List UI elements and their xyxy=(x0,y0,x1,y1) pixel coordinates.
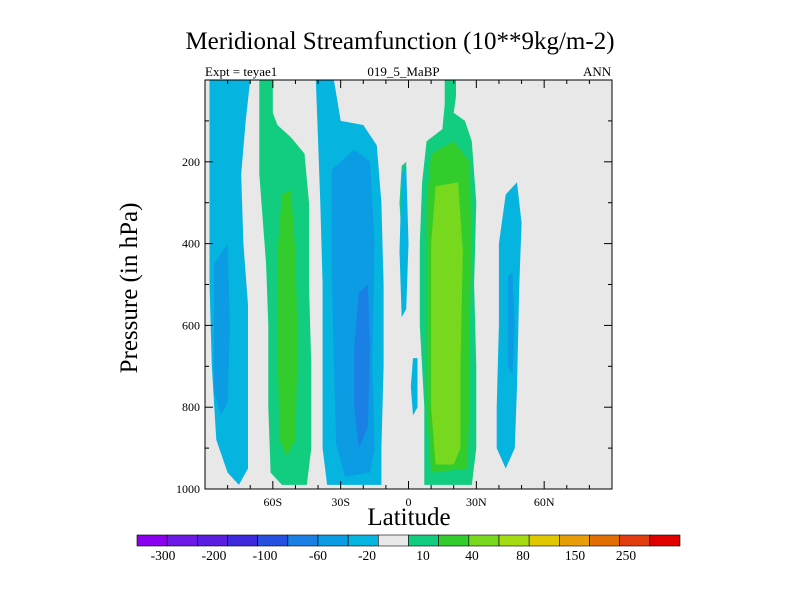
colorbar-box xyxy=(317,534,349,547)
x-tick-label: 60S xyxy=(263,495,282,509)
x-tick-label: 0 xyxy=(406,495,412,509)
y-tick-label: 800 xyxy=(182,400,200,414)
colorbar-label: 150 xyxy=(565,548,586,563)
contour-eq-sliver-mid xyxy=(399,165,409,318)
colorbar-box xyxy=(197,534,228,547)
season-label: ANN xyxy=(583,64,612,79)
colorbar-box xyxy=(619,534,651,547)
colorbar-label: -300 xyxy=(151,548,176,563)
y-tick-label: 1000 xyxy=(176,482,200,496)
colorbar-box xyxy=(649,534,681,547)
colorbar-box xyxy=(287,534,319,547)
experiment-id-label: 019_5_MaBP xyxy=(367,64,440,79)
colorbar-label: 250 xyxy=(616,548,637,563)
contour-layer xyxy=(209,80,522,485)
colorbar-label: 80 xyxy=(516,548,530,563)
colorbar-label: -60 xyxy=(309,548,327,563)
contour-eq-sliver-bottom xyxy=(410,358,418,416)
colorbar-box xyxy=(438,534,470,547)
colorbar-box xyxy=(589,534,620,547)
contour-nh-ferrel-inner xyxy=(508,272,515,375)
colorbar-box xyxy=(378,534,409,547)
experiment-label: Expt = teyae1 xyxy=(205,64,278,79)
colorbar-box xyxy=(136,534,168,547)
colorbar-box xyxy=(468,534,500,547)
colorbar-label: -200 xyxy=(202,548,227,563)
colorbar-box xyxy=(528,534,560,547)
colorbar-label: 40 xyxy=(465,548,479,563)
x-tick-label: 30S xyxy=(331,495,350,509)
contour-sh-polar-inner xyxy=(214,243,230,416)
colorbar-box xyxy=(257,534,289,547)
colorbar-label: 10 xyxy=(416,548,430,563)
contour-nh-hadley-inner xyxy=(431,182,463,465)
y-tick-label: 200 xyxy=(182,155,200,169)
x-tick-label: 30N xyxy=(466,495,487,509)
colorbar-box xyxy=(498,534,530,547)
colorbar-label: -100 xyxy=(253,548,278,563)
contour-sh-ferrel-inner xyxy=(277,190,298,457)
contour-sh-hadley-inner xyxy=(354,284,371,449)
colorbar-box xyxy=(347,534,379,547)
chart-title: Meridional Streamfunction (10**9kg/m-2) xyxy=(185,28,615,55)
y-tick-label: 600 xyxy=(182,318,200,332)
colorbar-label: -20 xyxy=(358,548,376,563)
colorbar-box xyxy=(227,534,258,547)
colorbar-box xyxy=(559,534,590,547)
x-axis-label: Latitude xyxy=(367,504,451,531)
x-tick-label: 60N xyxy=(534,495,555,509)
colorbar-box xyxy=(166,534,198,547)
y-tick-label: 400 xyxy=(182,237,200,251)
colorbar-box xyxy=(408,534,439,547)
